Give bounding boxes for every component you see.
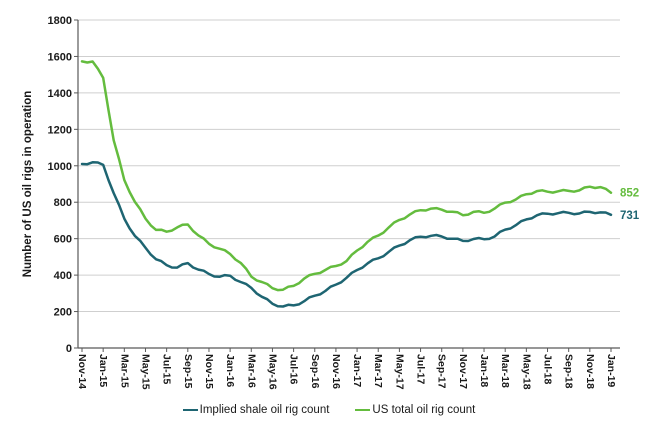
end-value-label-implied-shale: 731 <box>620 210 640 222</box>
x-tick-label: Jul-18 <box>542 354 554 385</box>
x-tick-label: Nov-16 <box>330 354 342 389</box>
legend: Implied shale oil rig count US total oil… <box>0 401 658 419</box>
y-tick-label: 1600 <box>48 51 72 63</box>
x-tick-label: Mar-16 <box>245 354 257 388</box>
implied-shale-line-swatch <box>182 408 198 412</box>
x-tick-label: Nov-17 <box>457 354 469 389</box>
x-tick-label: Sep-18 <box>563 354 575 389</box>
y-tick-label: 600 <box>54 234 72 246</box>
y-tick-label: 400 <box>54 270 72 282</box>
x-tick-label: Jul-15 <box>161 354 173 385</box>
y-tick-label: 0 <box>66 343 72 355</box>
x-tick-label: Mar-18 <box>499 354 511 388</box>
x-tick-label: May-17 <box>393 354 405 390</box>
x-tick-label: Jan-15 <box>97 354 109 387</box>
x-tick-label: May-15 <box>139 354 151 390</box>
y-axis: 0 200 400 600 800 1000 1200 1400 1600 1800 <box>48 15 79 355</box>
gridlines <box>78 19 620 313</box>
y-tick-label: 1800 <box>48 15 72 27</box>
x-tick-label: Jan-16 <box>224 354 236 387</box>
x-tick-label: May-16 <box>266 354 278 390</box>
y-tick-label: 1200 <box>48 124 72 136</box>
series-line-implied-shale <box>80 161 613 308</box>
x-tick-label: Jul-17 <box>415 354 427 385</box>
y-tick-label: 800 <box>54 197 72 209</box>
y-tick-label: 1400 <box>48 88 72 100</box>
y-axis-title: Number of US oil rigs in operation <box>22 91 34 278</box>
x-tick-label: Jan-18 <box>478 354 490 387</box>
x-tick-label: Sep-15 <box>182 354 194 389</box>
end-value-label-us-total: 852 <box>620 188 639 200</box>
legend-label-us-total: US total oil rig count <box>372 404 476 416</box>
series-line-us-total <box>80 60 613 292</box>
x-tick-label: Nov-15 <box>203 354 215 389</box>
x-tick-label: Mar-17 <box>372 354 384 388</box>
x-tick-label: Jan-19 <box>605 354 617 387</box>
x-tick-label: Mar-15 <box>118 354 130 388</box>
legend-item-implied-shale: Implied shale oil rig count <box>182 404 330 416</box>
x-tick-label: Nov-18 <box>584 354 596 389</box>
legend-label-implied-shale: Implied shale oil rig count <box>199 404 330 416</box>
x-tick-label: May-18 <box>520 354 532 390</box>
series-lines <box>80 60 613 308</box>
x-tick-label: Jan-17 <box>351 354 363 387</box>
y-tick-label: 1000 <box>48 161 72 173</box>
y-tick-label: 200 <box>54 307 72 319</box>
legend-item-us-total: US total oil rig count <box>355 404 475 416</box>
us-total-line-swatch <box>355 408 371 412</box>
x-tick-label: Nov-14 <box>76 354 88 389</box>
x-axis: Nov-14 Jan-15 Mar-15 May-15 Jul-15 Sep-15 Nov-… <box>76 347 620 390</box>
x-tick-label: Sep-16 <box>309 354 321 389</box>
x-tick-label: Jul-16 <box>288 354 300 385</box>
x-tick-label: Sep-17 <box>436 354 448 389</box>
